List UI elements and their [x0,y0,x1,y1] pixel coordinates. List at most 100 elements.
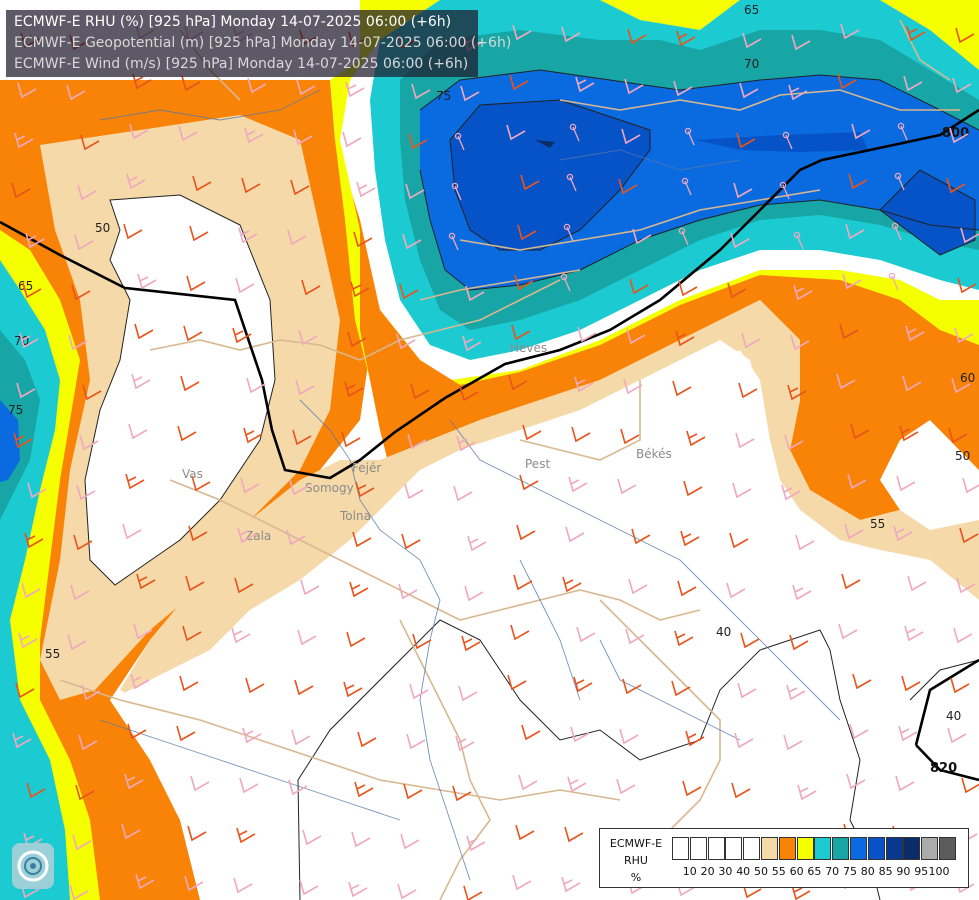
wind-barb [735,432,755,449]
wind-barb [791,34,811,51]
legend-tick: 60 [789,865,804,878]
wind-barb [183,325,203,342]
contour-label-60: 60 [960,371,975,385]
wind-barb [903,75,923,92]
wind-barb [561,26,581,43]
wind-barb [686,430,706,447]
wind-barb [79,434,99,451]
region-label-fejer: Fejér [352,461,381,475]
wind-barb [136,573,156,590]
wind-barb [187,825,207,842]
wind-barb [673,80,693,97]
wind-barb [463,885,483,900]
wind-barb [792,584,812,601]
contour-label-75-west: 75 [8,403,23,417]
wind-barb [897,122,908,141]
wind-barb [66,84,86,101]
wind-barb [12,732,32,749]
wind-barb [507,674,527,691]
wind-barb [616,778,636,795]
region-label-heves: Heves [510,341,547,355]
wind-barb [955,27,975,44]
wind-barb [727,282,747,299]
legend-tick: 10 [682,865,697,878]
wind-barb [246,377,266,394]
region-label-tolna: Tolna [339,509,371,523]
wind-barb [576,626,596,643]
wind-barb [126,173,146,190]
wind-barb [235,277,255,294]
wind-barb [681,177,692,196]
wind-barb [674,630,694,647]
wind-barb [401,533,421,550]
wind-barb [412,633,432,650]
wind-barb [847,473,867,490]
legend-swatch [796,837,814,860]
title-geopotential: ECMWF-E Geopotential (m) [925 hPa] Monda… [14,35,512,51]
wind-barb [22,282,42,299]
wind-barb [453,485,473,502]
wind-barb [245,677,265,694]
legend-tick: 70 [825,865,840,878]
wind-barb [409,683,429,700]
wind-barb [561,876,581,893]
wind-barb [21,582,41,599]
wind-barb [176,725,196,742]
wind-barb [567,776,587,793]
legend-swatch [939,837,956,860]
wind-barb [515,824,535,841]
wind-barb [343,681,363,698]
wind-barb [962,477,979,494]
legend-swatch [903,837,921,860]
legend-tick: 65 [807,865,822,878]
wind-barb [618,178,638,195]
wind-barb [408,133,428,150]
wind-barb [349,581,369,598]
wind-barb [238,227,258,244]
wind-barb [70,584,90,601]
wind-barb [357,731,377,748]
wind-barb [133,623,153,640]
wind-barb [737,682,757,699]
wind-barb [684,127,695,146]
wind-barb [740,632,760,649]
wind-barb [685,730,705,747]
wind-barb [898,725,918,742]
wind-barb [846,773,866,790]
wind-barb [844,523,864,540]
wind-barb [123,223,143,240]
wind-barb [629,278,649,295]
logo-icon [12,843,54,889]
wind-barb [577,326,597,343]
wind-barb [789,634,809,651]
wind-barb [729,532,749,549]
wind-barb [241,177,261,194]
wind-barb [299,879,319,896]
wind-barb [678,280,698,297]
wind-barb [742,32,762,49]
geo-label-820: 820 [930,761,957,776]
wind-barb [797,784,817,801]
legend-swatch [778,837,796,860]
legend-tick: 30 [718,865,733,878]
wind-barb [455,735,475,752]
wind-barb [781,484,801,501]
wind-barb [355,481,375,498]
wind-barb [620,428,640,445]
wind-barb [906,25,926,42]
wind-barb [242,727,262,744]
wind-barb [510,624,530,641]
wind-barb [286,529,306,546]
legend-swatch [850,837,867,860]
wind-barb [621,128,641,145]
wind-barb [125,473,145,490]
wind-barb [295,379,315,396]
wind-barb [787,384,807,401]
wind-barb [793,231,804,250]
wind-barb [400,833,420,850]
wind-barb [514,274,534,291]
region-label-zala: Zala [245,529,271,543]
wind-barb [896,475,916,492]
wind-barb [342,131,362,148]
wind-barb [184,875,204,892]
